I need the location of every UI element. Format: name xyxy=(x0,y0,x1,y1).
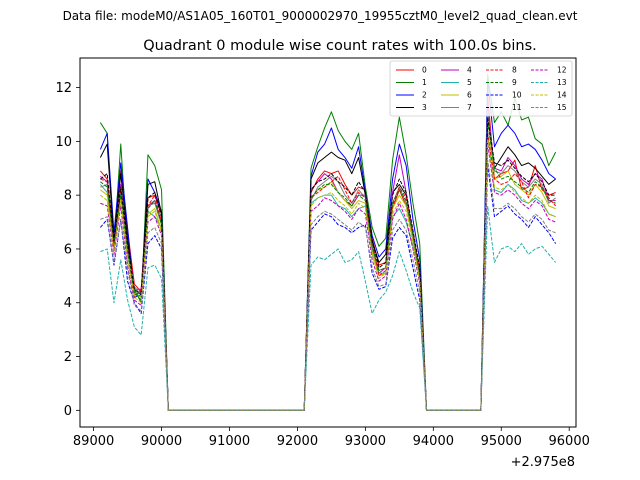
legend-label-1: 1 xyxy=(422,78,427,87)
x-tick-label: 93000 xyxy=(345,434,386,449)
legend-label-8: 8 xyxy=(512,66,517,75)
series-line-15 xyxy=(100,159,556,411)
legend-label-6: 6 xyxy=(467,91,472,100)
legend-label-14: 14 xyxy=(557,91,567,100)
plot-frame xyxy=(79,57,577,428)
legend-box xyxy=(389,60,573,117)
legend-label-2: 2 xyxy=(422,91,427,100)
legend-label-4: 4 xyxy=(467,66,472,75)
y-tick-label: 0 xyxy=(64,404,72,419)
x-tick-label: 96000 xyxy=(549,434,590,449)
y-tick-label: 2 xyxy=(64,350,72,365)
legend-label-12: 12 xyxy=(557,66,567,75)
x-tick-label: 91000 xyxy=(209,434,250,449)
x-offset-label: +2.975e8 xyxy=(511,455,575,470)
axes: 89000 90000 91000 92000 93000 94000 95000 96000… xyxy=(55,81,589,449)
y-tick-label: 8 xyxy=(64,189,72,204)
legend-label-11: 11 xyxy=(512,103,522,112)
legend-label-0: 0 xyxy=(422,66,427,75)
legend-label-3: 3 xyxy=(422,103,427,112)
chart-title: Quadrant 0 module wise count rates with … xyxy=(143,38,537,54)
legend-label-10: 10 xyxy=(512,91,522,100)
legend-label-13: 13 xyxy=(557,78,567,87)
x-tick-label: 95000 xyxy=(481,434,522,449)
legend-label-15: 15 xyxy=(557,103,567,112)
x-tick-label: 92000 xyxy=(277,434,318,449)
x-tick-label: 89000 xyxy=(73,434,114,449)
series-layer xyxy=(99,73,557,411)
y-tick-label: 6 xyxy=(64,242,72,257)
chart-suptitle: Data file: modeM0/AS1A05_160T01_90000029… xyxy=(63,9,578,23)
y-tick-label: 4 xyxy=(64,296,72,311)
legend-label-7: 7 xyxy=(467,103,472,112)
y-tick-label: 10 xyxy=(55,135,72,150)
x-tick-label: 94000 xyxy=(413,434,454,449)
y-tick-label: 12 xyxy=(55,81,72,96)
legend-label-9: 9 xyxy=(512,78,517,87)
x-tick-label: 90000 xyxy=(141,434,182,449)
legend-label-5: 5 xyxy=(467,78,472,87)
